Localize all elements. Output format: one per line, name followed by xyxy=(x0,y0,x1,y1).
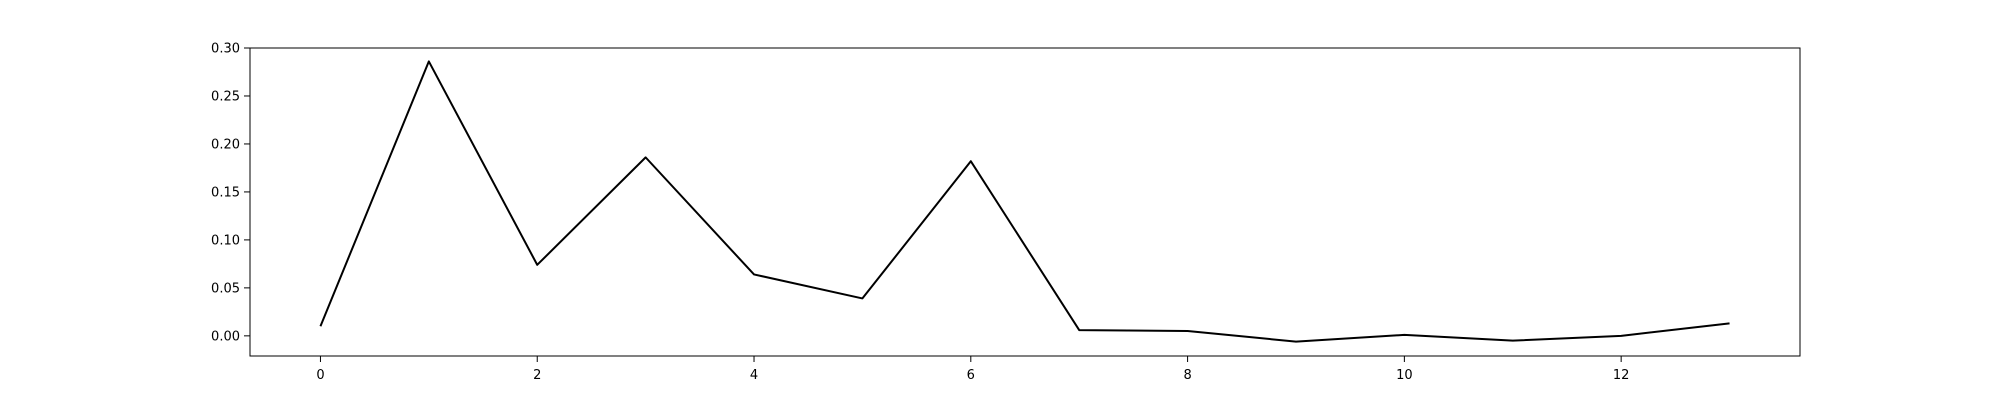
x-axis: 0 2 4 6 8 10 12 xyxy=(316,356,1629,383)
plot-area-frame xyxy=(249,47,1801,357)
y-axis: 0.00 0.05 0.10 0.15 0.20 0.25 0.30 xyxy=(211,42,250,344)
y-tick-label: 0.25 xyxy=(211,89,240,104)
y-tick-label: 0.10 xyxy=(211,233,240,248)
series-group xyxy=(319,60,1730,343)
x-tick-label: 12 xyxy=(1613,368,1630,383)
x-tick-label: 0 xyxy=(316,368,324,383)
series-line xyxy=(319,60,1730,343)
y-tick-label: 0.00 xyxy=(211,329,240,344)
x-tick-label: 6 xyxy=(967,368,975,383)
x-tick-label: 8 xyxy=(1183,368,1191,383)
x-tick-label: 10 xyxy=(1396,368,1413,383)
y-tick-label: 0.20 xyxy=(211,137,240,152)
x-tick-label: 4 xyxy=(750,368,758,383)
y-tick-label: 0.30 xyxy=(211,42,240,57)
y-tick-label: 0.15 xyxy=(211,185,240,200)
x-tick-label: 2 xyxy=(533,368,541,383)
y-tick-label: 0.05 xyxy=(211,281,240,296)
